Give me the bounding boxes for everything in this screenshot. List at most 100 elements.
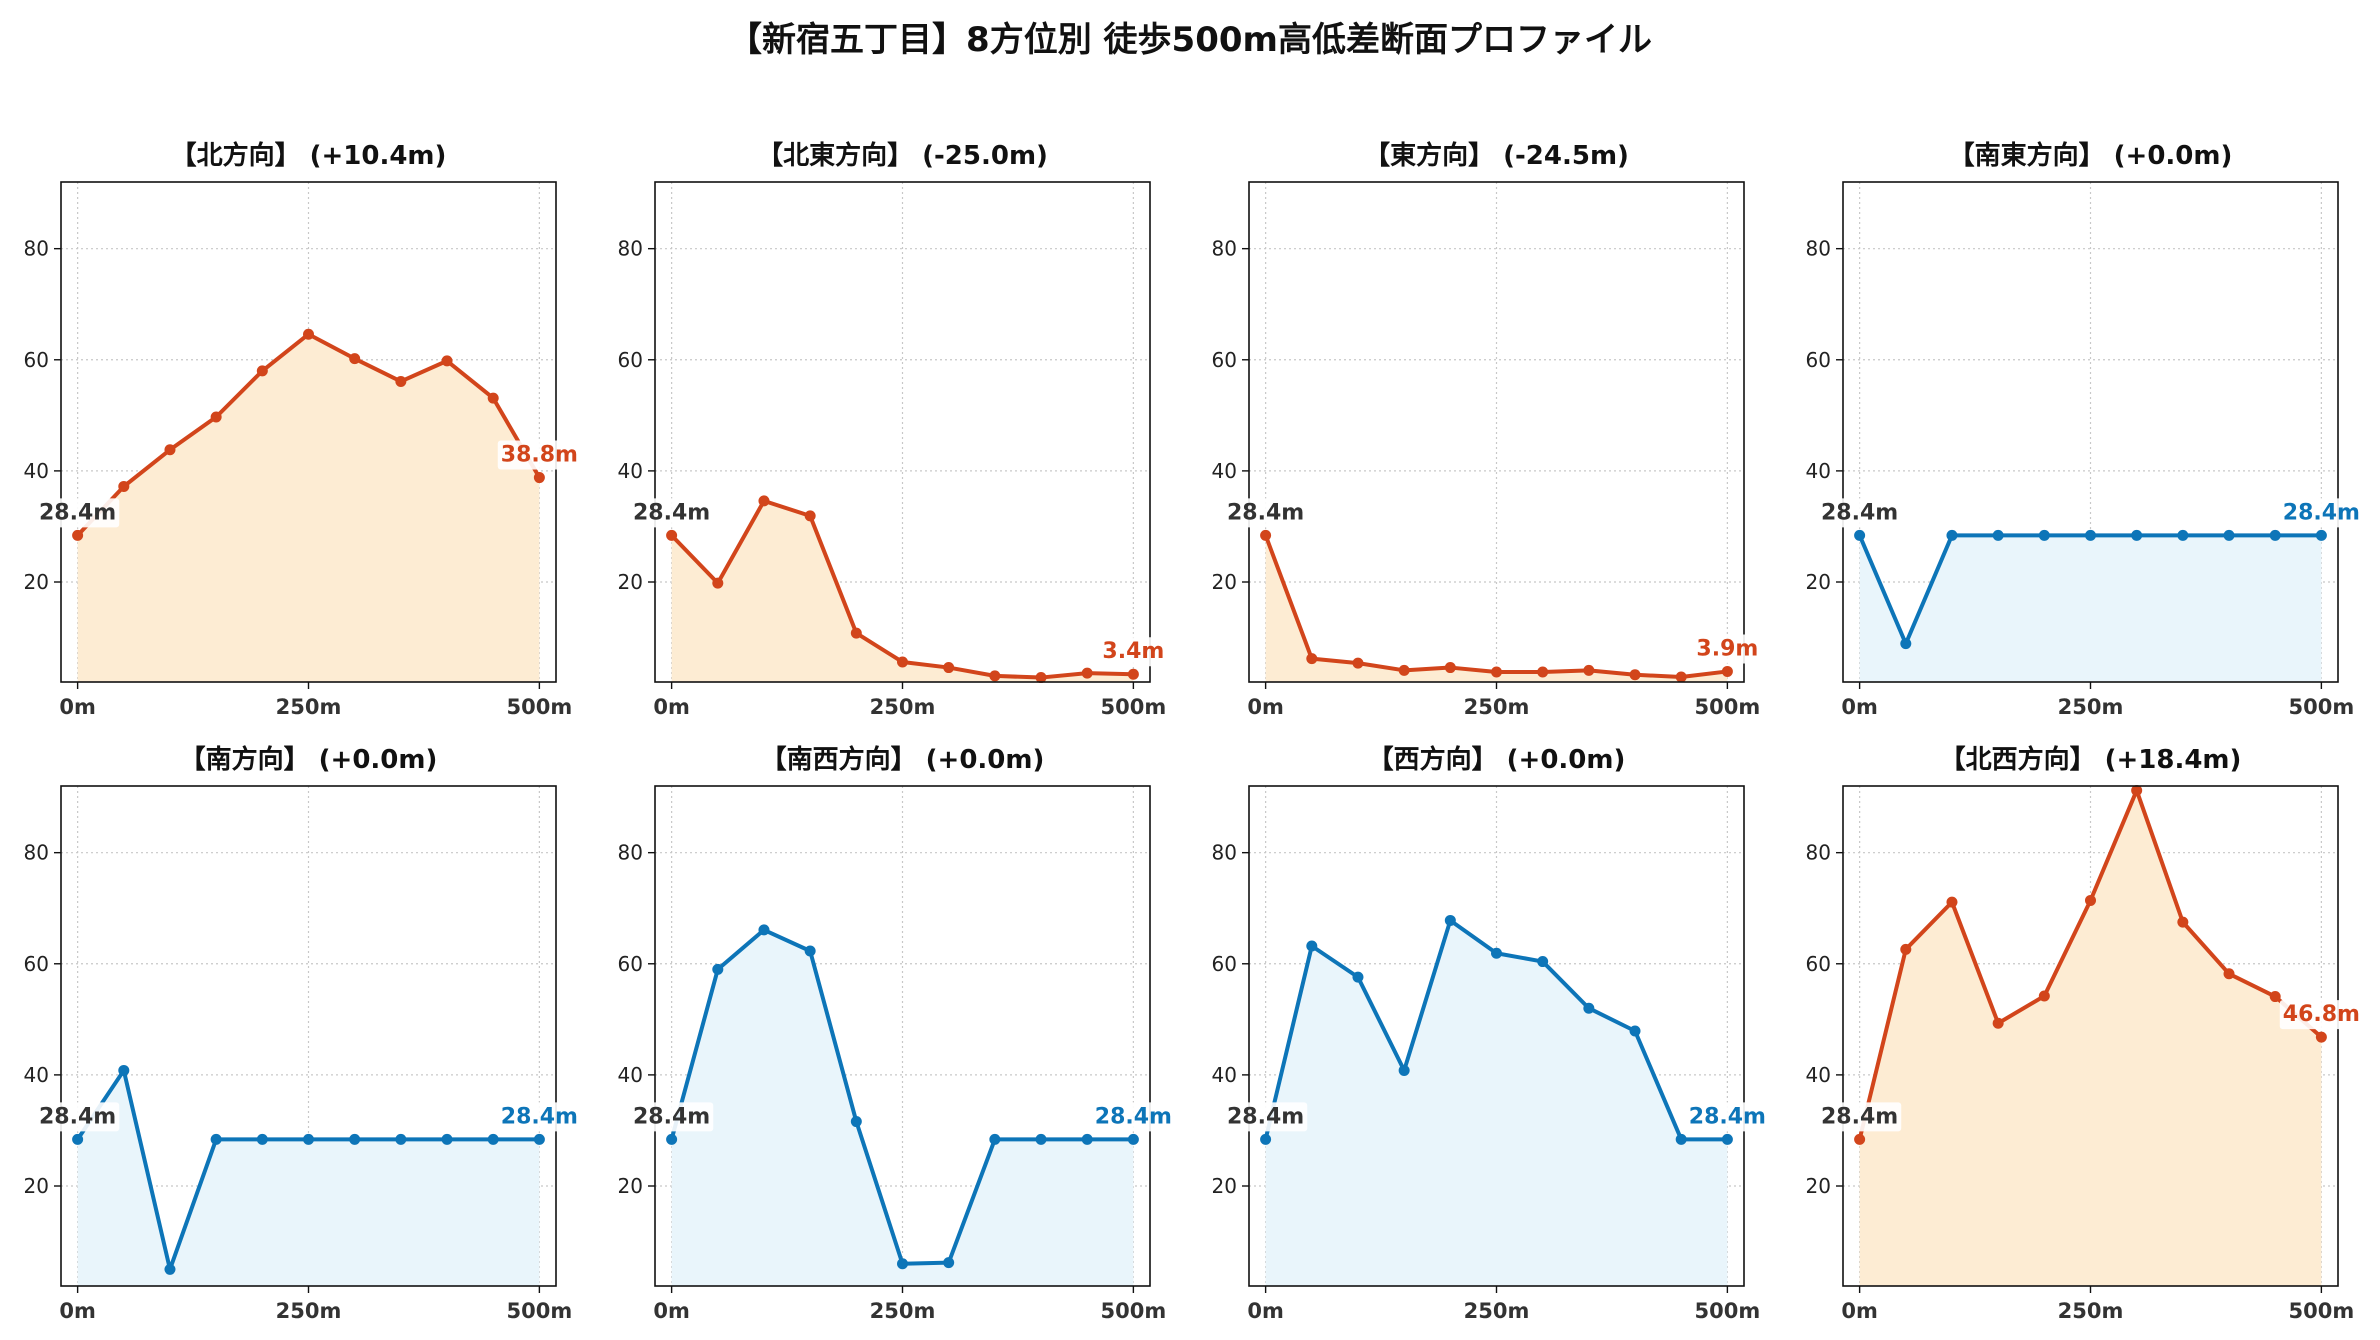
data-point [210, 1133, 222, 1145]
profile-area [671, 929, 1134, 1286]
start-elevation-label: 28.4m [1227, 500, 1304, 525]
end-elevation-label-bg [2279, 1000, 2363, 1030]
data-point [118, 1064, 130, 1076]
x-tick-label: 0m [1247, 1299, 1284, 1323]
chart-panel-7: 【西方向】 (+0.0m) 20 40 60 80 0m 250m 500m 28.4m 28.4… [1212, 744, 1769, 1323]
y-tick-label: 60 [24, 952, 49, 976]
y-tick-label: 80 [618, 237, 643, 261]
data-point [2269, 991, 2281, 1003]
profile-area [1265, 535, 1728, 682]
y-tick-label: 40 [24, 459, 49, 483]
y-tick-label: 40 [618, 1063, 643, 1087]
data-point [533, 472, 545, 484]
chart-panel-6: 【南西方向】 (+0.0m) 20 40 60 80 0m 250m 500m 28.4m 28.… [618, 744, 1175, 1323]
data-point [72, 1133, 84, 1145]
data-point [1127, 1133, 1139, 1145]
y-tick-label: 80 [1212, 841, 1237, 865]
data-point [2315, 1031, 2327, 1043]
data-point [256, 1133, 268, 1145]
data-point [1444, 914, 1456, 926]
data-point [897, 656, 908, 668]
y-tick-label: 20 [1806, 570, 1831, 594]
figure-title: 【新宿五丁目】8方位別 徒歩500m高低差断面プロファイル [728, 19, 1652, 60]
data-point [1675, 671, 1687, 683]
data-point [1127, 668, 1139, 680]
data-point [1352, 657, 1364, 669]
end-elevation-label-bg [1693, 634, 1762, 664]
end-elevation-label: 38.8m [501, 443, 578, 468]
y-tick-label: 80 [1806, 237, 1831, 261]
y-tick-label: 20 [1212, 570, 1237, 594]
data-point [349, 1133, 361, 1145]
data-point [1035, 672, 1047, 684]
data-point [1035, 1133, 1047, 1145]
data-point [2223, 529, 2235, 541]
end-elevation-label-bg [1091, 1102, 1175, 1132]
data-point [1260, 1133, 1272, 1145]
start-elevation-label-bg [1818, 498, 1902, 528]
data-point [441, 1133, 453, 1145]
end-elevation-label-bg [1099, 637, 1168, 667]
end-elevation-label: 28.4m [2283, 500, 2360, 525]
data-point [1081, 667, 1093, 679]
panel-title: 【南西方向】 (+0.0m) [761, 744, 1045, 775]
x-tick-label: 250m [276, 695, 342, 719]
data-point [758, 495, 770, 507]
data-point [1900, 943, 1912, 955]
x-tick-label: 250m [870, 1299, 936, 1323]
data-point [164, 1263, 176, 1275]
start-elevation-label-bg [36, 1102, 120, 1132]
data-point [441, 355, 453, 367]
y-tick-label: 80 [1806, 841, 1831, 865]
data-point [395, 1133, 407, 1145]
data-point [1900, 638, 1912, 650]
y-tick-label: 40 [1806, 459, 1831, 483]
x-tick-label: 500m [507, 695, 573, 719]
y-tick-label: 60 [618, 348, 643, 372]
start-elevation-label-bg [36, 498, 120, 528]
data-point [1992, 1017, 2004, 1029]
data-point [1306, 940, 1318, 952]
end-elevation-label-bg [2279, 498, 2363, 528]
data-point [1352, 971, 1364, 983]
data-point [804, 945, 816, 957]
start-elevation-label-bg [1224, 1102, 1308, 1132]
x-tick-label: 0m [1841, 695, 1878, 719]
end-elevation-label: 28.4m [1689, 1104, 1766, 1129]
y-tick-label: 40 [1212, 459, 1237, 483]
data-point [1398, 664, 1410, 676]
data-point [1946, 896, 1958, 908]
data-point [666, 529, 678, 541]
data-point [943, 662, 955, 674]
profile-area [1265, 920, 1728, 1286]
x-tick-label: 500m [1101, 1299, 1167, 1323]
data-point [533, 1133, 545, 1145]
start-elevation-label-bg [1224, 498, 1308, 528]
panel-title: 【北東方向】 (-25.0m) [757, 140, 1048, 171]
x-tick-label: 0m [653, 695, 690, 719]
y-tick-label: 40 [618, 459, 643, 483]
start-elevation-label: 28.4m [39, 1104, 116, 1129]
data-point [256, 365, 268, 377]
data-point [804, 510, 816, 522]
panel-title: 【北方向】 (+10.4m) [171, 140, 447, 171]
end-elevation-label: 28.4m [501, 1104, 578, 1129]
data-point [1491, 666, 1502, 678]
end-elevation-label: 46.8m [2283, 1002, 2360, 1027]
profile-area [77, 1070, 540, 1286]
y-tick-label: 60 [1212, 952, 1237, 976]
panel-title: 【西方向】 (+0.0m) [1368, 744, 1626, 775]
start-elevation-label: 28.4m [1227, 1104, 1304, 1129]
data-point [2038, 990, 2050, 1002]
data-point [1398, 1064, 1410, 1076]
data-point [1992, 529, 2004, 541]
data-point [2177, 916, 2189, 928]
x-tick-label: 500m [2289, 695, 2355, 719]
y-tick-label: 20 [24, 570, 49, 594]
start-elevation-label: 28.4m [1821, 500, 1898, 525]
data-point [1721, 665, 1733, 677]
y-tick-label: 60 [24, 348, 49, 372]
data-point [712, 577, 724, 589]
